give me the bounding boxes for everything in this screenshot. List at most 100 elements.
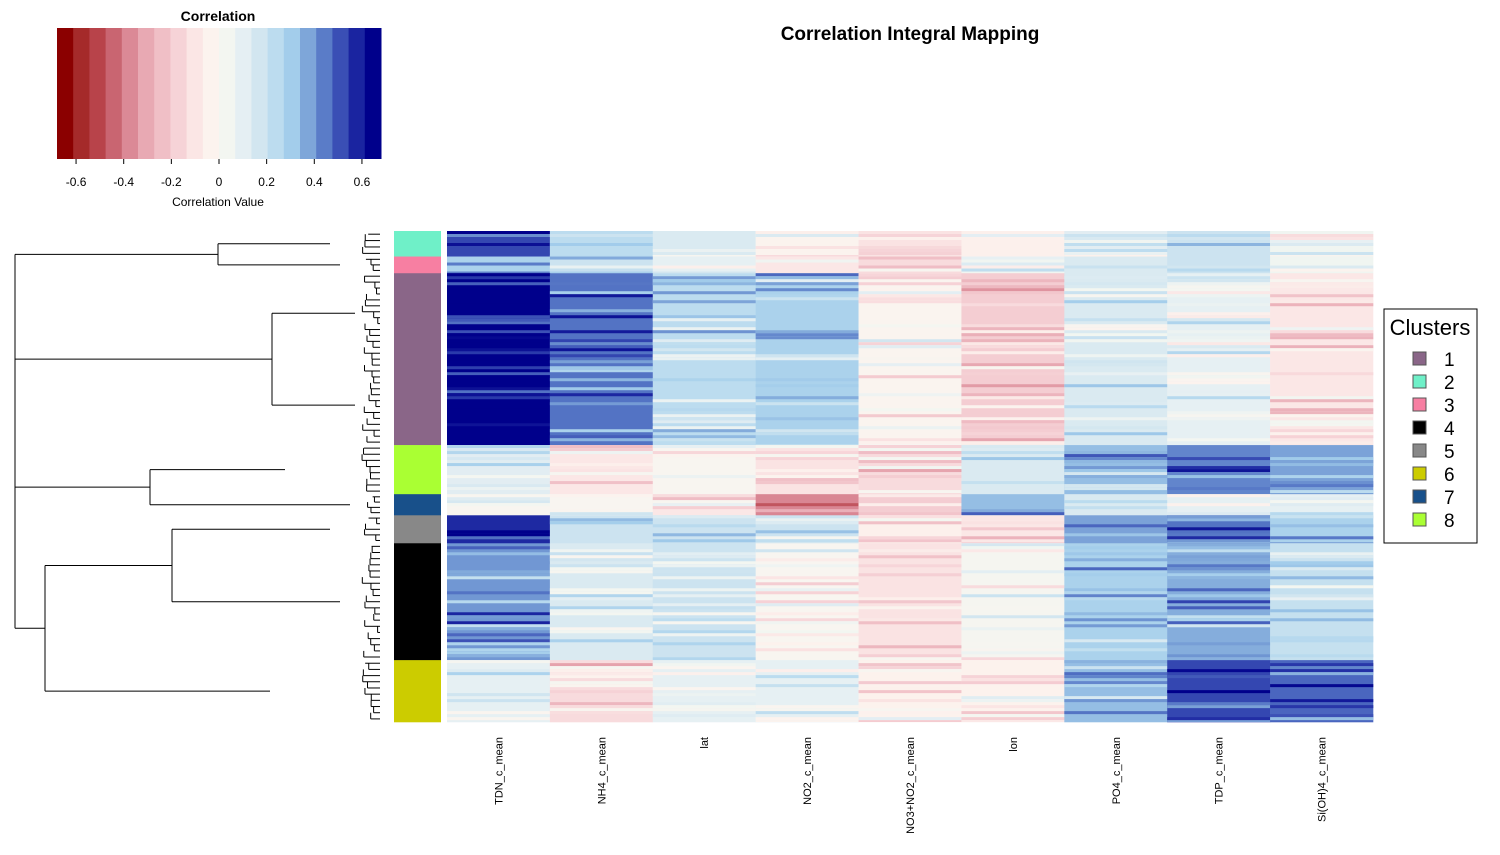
heatmap-stripe bbox=[1270, 285, 1374, 289]
heatmap-stripe bbox=[1167, 417, 1271, 421]
heatmap-stripe bbox=[549, 402, 654, 406]
heatmap-stripe bbox=[1167, 642, 1271, 646]
colorbar-swatch bbox=[348, 28, 366, 159]
heatmap-stripe bbox=[652, 714, 756, 718]
heatmap-stripe bbox=[961, 339, 1065, 343]
heatmap-stripe bbox=[1167, 675, 1271, 679]
heatmap-stripe bbox=[652, 539, 756, 543]
heatmap-stripe bbox=[652, 354, 756, 358]
heatmap-stripe bbox=[1064, 573, 1168, 577]
colorbar-swatch bbox=[300, 28, 317, 159]
heatmap-stripe bbox=[1064, 660, 1168, 664]
heatmap-stripe bbox=[1270, 594, 1374, 598]
heatmap-stripe bbox=[755, 445, 859, 449]
heatmap-stripe bbox=[549, 597, 654, 601]
heatmap-stripe bbox=[1064, 237, 1168, 240]
heatmap-stripe bbox=[447, 387, 551, 391]
heatmap-stripe bbox=[1167, 615, 1271, 619]
heatmap-cell bbox=[961, 273, 1065, 446]
heatmap-stripe bbox=[1167, 312, 1271, 316]
heatmap-stripe bbox=[858, 515, 962, 519]
heatmap-stripe bbox=[1064, 255, 1168, 257]
heatmap-stripe bbox=[549, 387, 654, 391]
heatmap-stripe bbox=[1064, 288, 1168, 292]
heatmap-stripe bbox=[961, 542, 1065, 544]
heatmap-stripe bbox=[652, 494, 756, 498]
heatmap-stripe bbox=[1270, 542, 1374, 544]
heatmap-stripe bbox=[961, 432, 1065, 436]
heatmap-stripe bbox=[1064, 265, 1168, 269]
heatmap-stripe bbox=[447, 396, 551, 400]
heatmap-stripe bbox=[652, 618, 756, 622]
heatmap-stripe bbox=[447, 448, 551, 452]
heatmap-stripe bbox=[1270, 345, 1374, 349]
heatmap-stripe bbox=[1064, 475, 1168, 479]
legend-swatch bbox=[1412, 374, 1427, 389]
legend-swatch bbox=[1412, 351, 1427, 366]
heatmap-stripe bbox=[858, 618, 962, 622]
heatmap-stripe bbox=[1167, 600, 1271, 604]
heatmap-stripe bbox=[549, 378, 654, 382]
column-label: lat bbox=[699, 737, 711, 749]
heatmap-stripe bbox=[1167, 342, 1271, 346]
heatmap-stripe bbox=[1167, 555, 1271, 559]
heatmap-stripe bbox=[1167, 588, 1271, 592]
heatmap-stripe bbox=[549, 675, 654, 679]
heatmap-stripe bbox=[1064, 426, 1168, 430]
heatmap-stripe bbox=[858, 256, 962, 260]
heatmap-stripe bbox=[858, 564, 962, 568]
heatmap-stripe bbox=[1064, 252, 1168, 255]
heatmap-stripe bbox=[755, 429, 859, 433]
legend-label: 3 bbox=[1444, 396, 1455, 417]
heatmap-stripe bbox=[652, 249, 756, 252]
colorbar-tick-label: -0.6 bbox=[66, 175, 87, 189]
heatmap-stripe bbox=[755, 336, 859, 340]
heatmap-stripe bbox=[961, 536, 1065, 540]
heatmap-stripe bbox=[1270, 411, 1374, 415]
heatmap-stripe bbox=[447, 457, 551, 461]
heatmap-stripe bbox=[549, 521, 654, 525]
heatmap-cell bbox=[652, 256, 756, 274]
heatmap-stripe bbox=[961, 384, 1065, 388]
heatmap-stripe bbox=[549, 711, 654, 715]
heatmap-stripe bbox=[447, 642, 551, 646]
heatmap-stripe bbox=[652, 642, 756, 646]
heatmap-stripe bbox=[755, 354, 859, 358]
heatmap-stripe bbox=[652, 348, 756, 352]
row-dendrogram bbox=[14, 233, 380, 720]
heatmap-stripe bbox=[1064, 469, 1168, 473]
heatmap-stripe bbox=[858, 555, 962, 559]
heatmap-stripe bbox=[858, 490, 962, 494]
heatmap-stripe bbox=[961, 481, 1065, 485]
heatmap-stripe bbox=[1064, 552, 1168, 556]
heatmap-stripe bbox=[1167, 549, 1271, 553]
heatmap-cell bbox=[549, 273, 654, 446]
colorbar-swatch bbox=[202, 28, 220, 159]
heatmap-stripe bbox=[1064, 460, 1168, 464]
heatmap-stripe bbox=[961, 405, 1065, 409]
heatmap-stripe bbox=[1167, 330, 1271, 334]
heatmap-stripe bbox=[961, 345, 1065, 349]
heatmap-stripe bbox=[549, 309, 654, 313]
heatmap-stripe bbox=[1167, 546, 1271, 550]
legend-label: 4 bbox=[1444, 419, 1455, 440]
heatmap-stripe bbox=[1167, 469, 1271, 473]
heatmap-stripe bbox=[652, 342, 756, 346]
heatmap-stripe bbox=[1270, 460, 1374, 464]
heatmap-cells bbox=[447, 231, 1374, 723]
heatmap-stripe bbox=[755, 294, 859, 298]
heatmap-stripe bbox=[755, 279, 859, 283]
heatmap-stripe bbox=[447, 318, 551, 322]
heatmap-cell bbox=[1064, 494, 1168, 516]
heatmap-stripe bbox=[1064, 249, 1168, 252]
heatmap-stripe bbox=[858, 249, 962, 252]
heatmap-stripe bbox=[549, 255, 654, 257]
heatmap-stripe bbox=[447, 699, 551, 703]
heatmap-stripe bbox=[755, 333, 859, 337]
cluster-bar-segment bbox=[394, 494, 441, 516]
heatmap-stripe bbox=[549, 702, 654, 706]
heatmap-stripe bbox=[858, 717, 962, 721]
heatmap-stripe bbox=[961, 448, 1065, 452]
legend-label: 2 bbox=[1444, 373, 1455, 394]
